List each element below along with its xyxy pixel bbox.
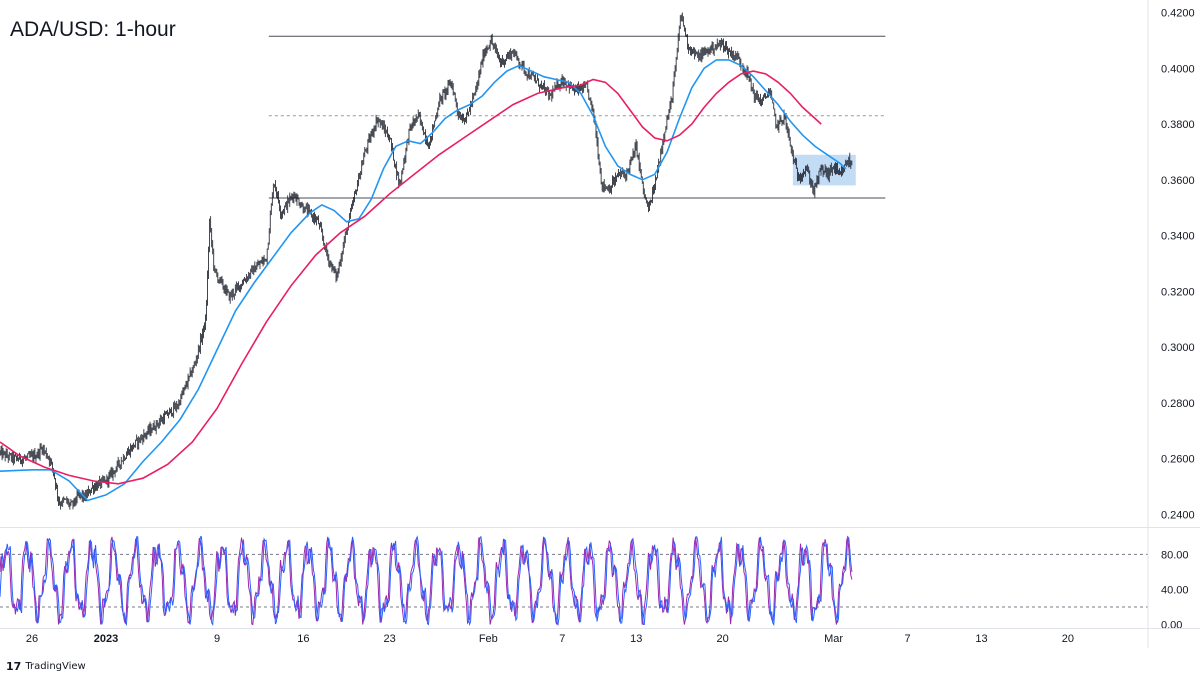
price-tick-label: 0.4000 [1161,63,1195,75]
oscillator-tick-label: 40.00 [1161,584,1189,596]
time-tick-label: 20 [1062,633,1074,645]
price-tick-label: 0.2800 [1161,398,1195,410]
time-axis[interactable]: 26 2023 9 16 23 Feb 7 13 20 Mar 7 13 20 [0,628,1200,646]
price-axis[interactable]: 0.4200 0.4000 0.3800 0.3600 0.3400 0.3200 0.30… [1147,0,1195,648]
oscillator-k-line [0,536,853,626]
price-tick-label: 0.3200 [1161,286,1195,298]
time-tick-label: 7 [904,633,910,645]
price-tick-label: 0.2600 [1161,454,1195,466]
tradingview-logo[interactable]: 17 TradingView [6,660,86,673]
time-tick-label: 26 [26,633,38,645]
price-tick-label: 0.3800 [1161,119,1195,131]
tradingview-logo-text: TradingView [25,661,86,672]
oscillator-tick-label: 0.00 [1161,619,1182,631]
price-tick-label: 0.3400 [1161,231,1195,243]
time-tick-label: 13 [630,633,642,645]
price-pane [0,12,886,510]
time-tick-label: 23 [384,633,396,645]
time-tick-label: 13 [975,633,987,645]
price-tick-label: 0.3000 [1161,342,1195,354]
oscillator-d-line [0,535,853,627]
time-tick-label: 16 [297,633,309,645]
time-tick-label: Feb [479,633,498,645]
time-tick-label: 20 [716,633,728,645]
time-tick-label: 2023 [94,633,118,645]
oscillator-tick-label: 80.00 [1161,549,1189,561]
oscillator-pane [0,527,1200,627]
chart-title: ADA/USD: 1-hour [10,18,176,41]
tradingview-icon: 17 [6,660,22,673]
time-tick-label: 7 [559,633,565,645]
price-tick-label: 0.3600 [1161,175,1195,187]
price-tick-label: 0.4200 [1161,8,1195,20]
time-tick-label: 9 [214,633,220,645]
price-tick-label: 0.2400 [1161,509,1195,521]
slow-moving-average-line [0,70,822,485]
fast-moving-average-line [0,59,847,502]
time-tick-label: Mar [824,633,843,645]
